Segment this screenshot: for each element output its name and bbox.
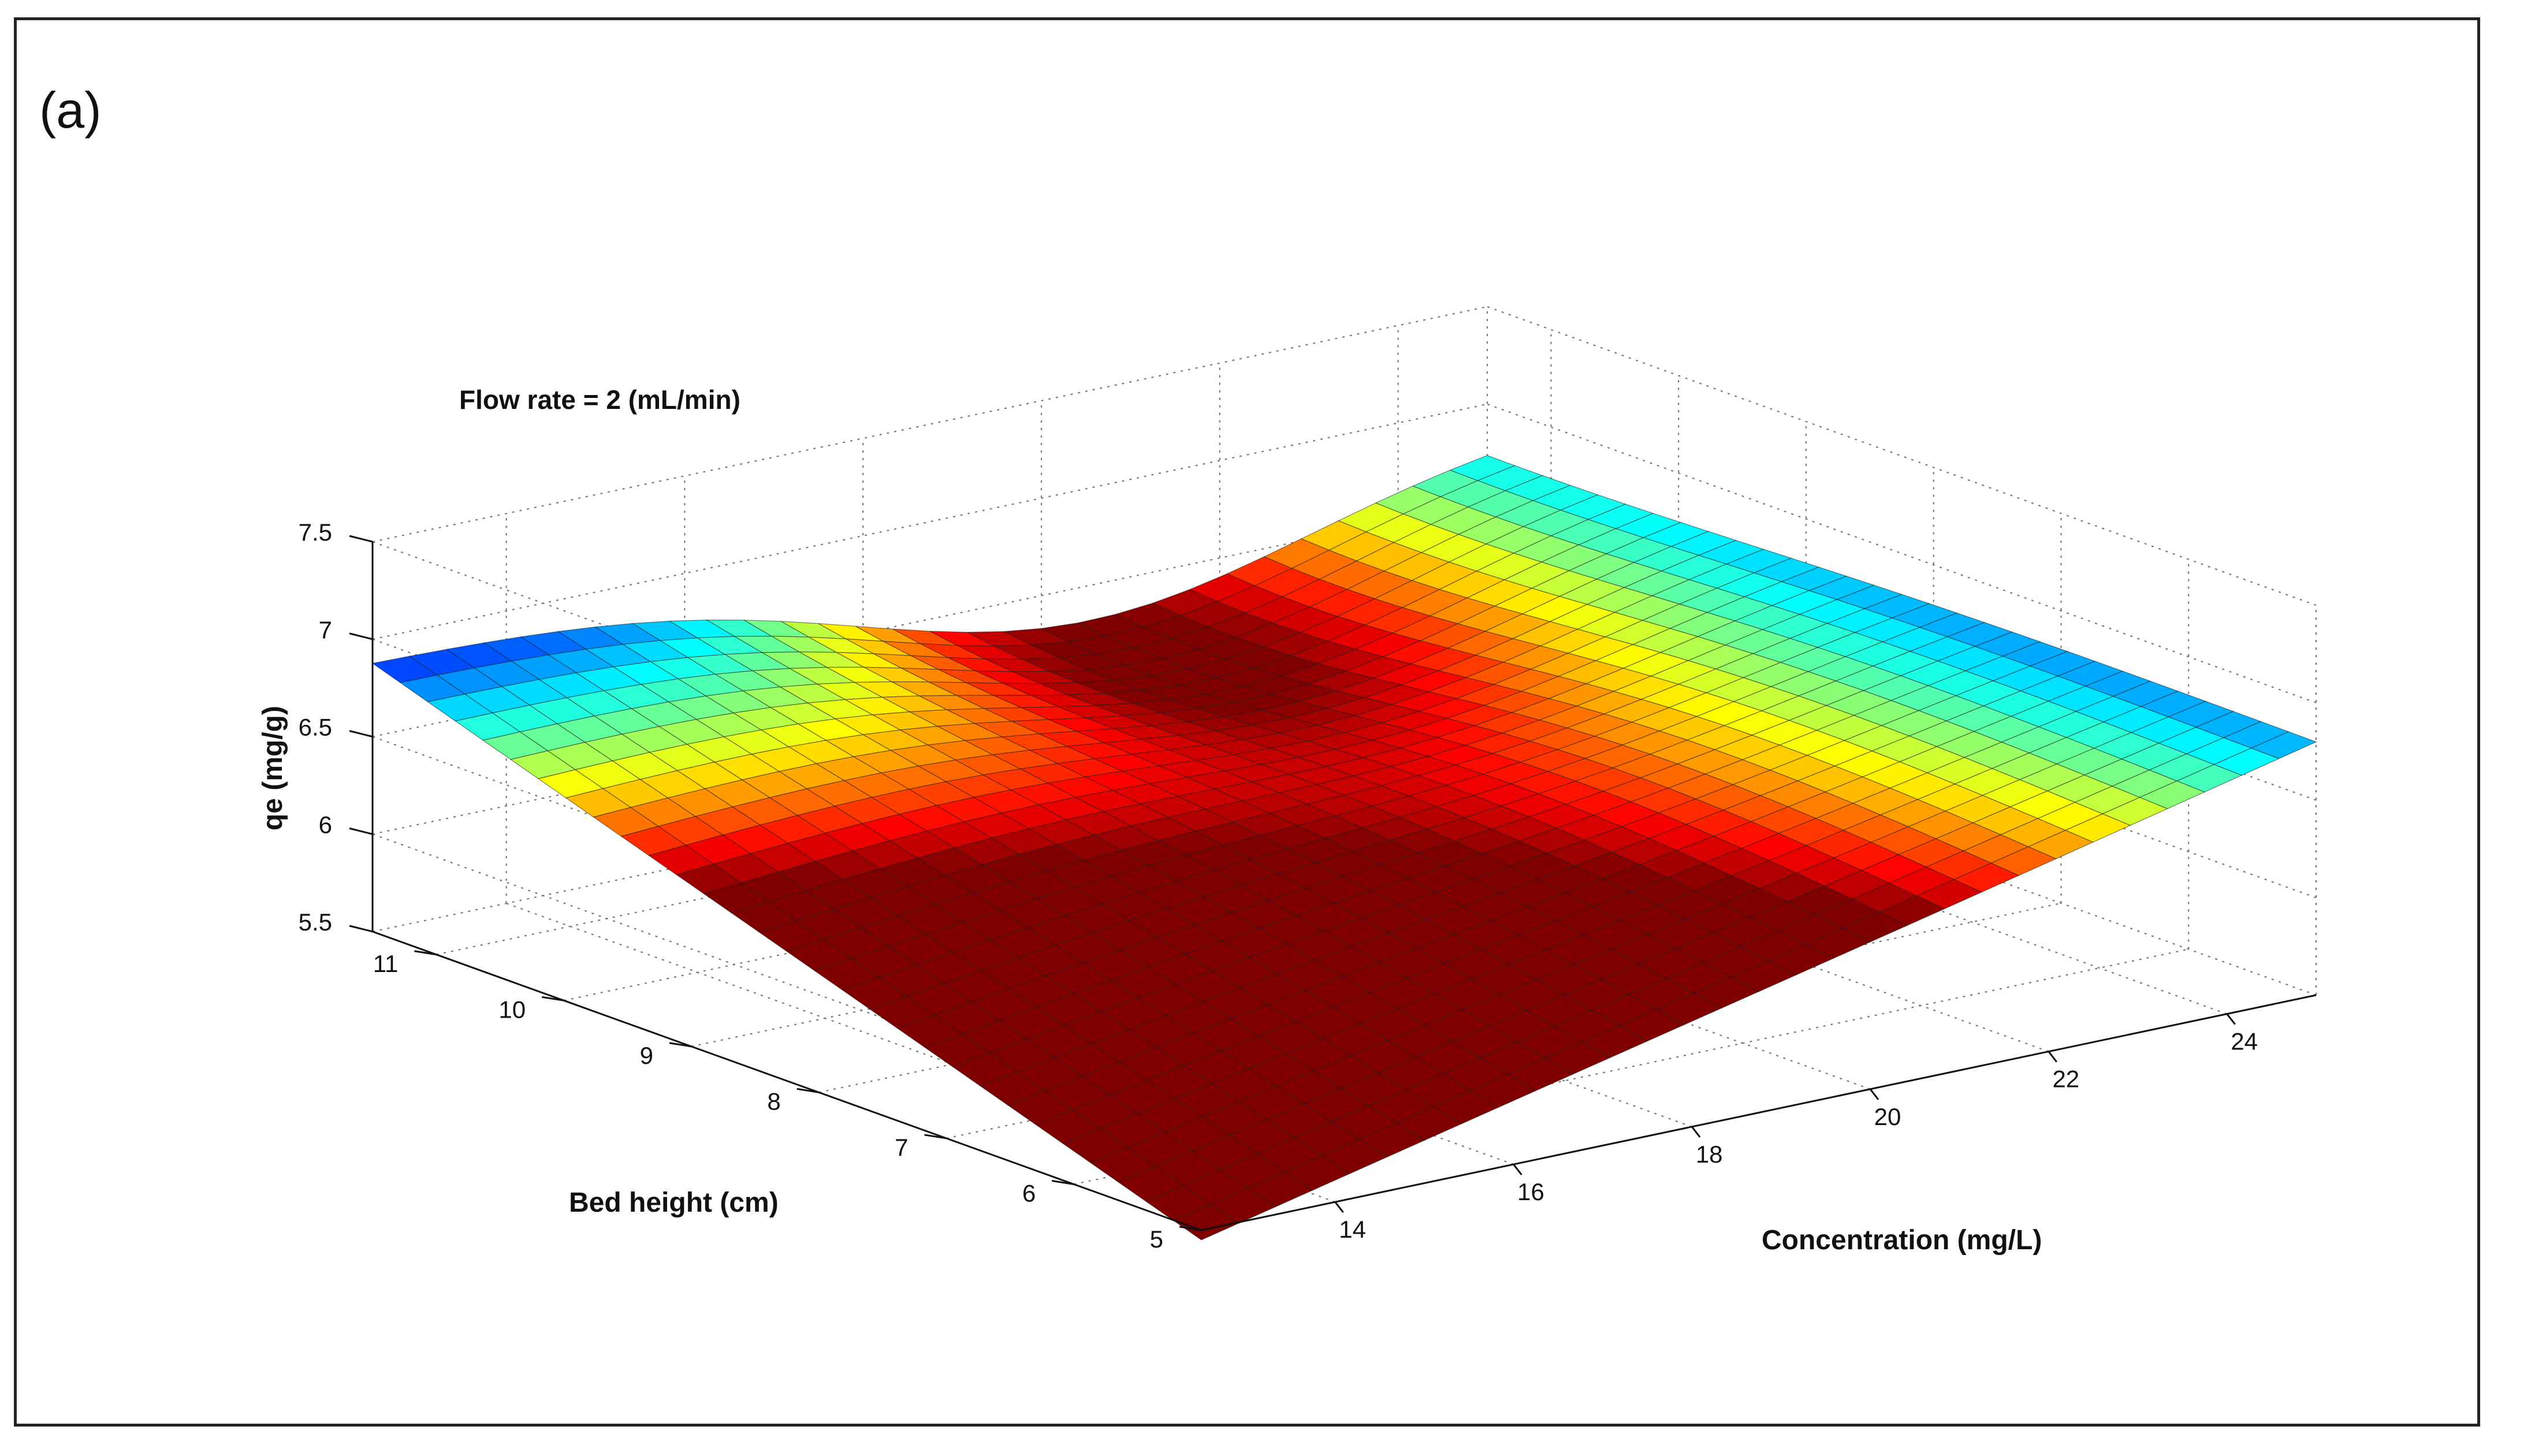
z-tick-label-4: 7.5 [299,519,332,546]
y-tick-label-4: 9 [640,1042,653,1069]
surface-layer [371,455,2317,1241]
x-tick-mark-4 [2048,1051,2057,1063]
y-tick-mark-2 [924,1134,947,1140]
y-tick-label-6: 11 [373,950,399,977]
x-tick-mark-5 [2226,1013,2236,1025]
x-tick-mark-3 [1869,1088,1879,1100]
back-wall-gridline-z-0 [372,695,1488,933]
x-axis-line [1201,994,2317,1231]
y-tick-mark-0 [1179,1226,1202,1231]
floor-gridline-y-6 [436,718,1551,955]
back-wall-gridline-z-3 [372,403,1488,640]
y-tick-mark-6 [414,950,437,956]
x-tick-label-3: 20 [1874,1103,1901,1130]
panel-label: (a) [39,81,102,139]
z-tick-mark-3 [349,632,373,641]
y-tick-label-3: 8 [767,1088,780,1115]
y-axis-label: Bed height (cm) [569,1187,779,1218]
z-tick-mark-4 [349,535,373,543]
z-axis-label: qe (mg/g) [258,706,288,831]
y-tick-mark-4 [669,1042,692,1048]
z-tick-label-2: 6.5 [299,714,332,741]
z-tick-label-1: 6 [319,811,332,838]
z-tick-label-3: 7 [319,616,332,643]
floor-gridline-y-5 [563,765,1679,1001]
x-tick-mark-0 [1334,1201,1344,1213]
z-tick-mark-0 [349,925,373,933]
z-tick-label-0: 5.5 [299,908,332,936]
x-tick-mark-2 [1691,1126,1701,1138]
y-tick-label-2: 7 [895,1134,908,1161]
y-axis-line [372,930,1202,1231]
x-tick-label-2: 18 [1696,1141,1723,1168]
z-tick-mark-2 [349,730,373,738]
y-tick-mark-3 [796,1088,819,1093]
x-tick-label-4: 22 [2052,1066,2079,1093]
label-layer: Flow rate = 2 (mL/min) Bed height (cm) C… [258,385,2258,1256]
x-axis-label: Concentration (mg/L) [1762,1225,2042,1256]
x-tick-label-1: 16 [1517,1178,1544,1205]
x-tick-mark-1 [1513,1164,1523,1175]
y-tick-label-5: 10 [498,996,526,1023]
back-wall-gridline-z-1 [372,598,1488,835]
y-tick-mark-5 [541,996,564,1001]
x-tick-label-5: 24 [2231,1028,2258,1055]
y-tick-mark-1 [1051,1179,1074,1185]
y-tick-label-1: 6 [1022,1179,1036,1206]
z-tick-mark-1 [349,827,373,835]
back-wall-gridline-z-4 [372,306,1488,543]
chart-title: Flow rate = 2 (mL/min) [459,385,740,415]
y-tick-label-0: 5 [1150,1226,1163,1253]
surface-patch [2250,731,2317,759]
axis-layer [349,535,2317,1231]
x-tick-label-0: 14 [1339,1216,1366,1243]
figure-frame [14,17,2480,1427]
